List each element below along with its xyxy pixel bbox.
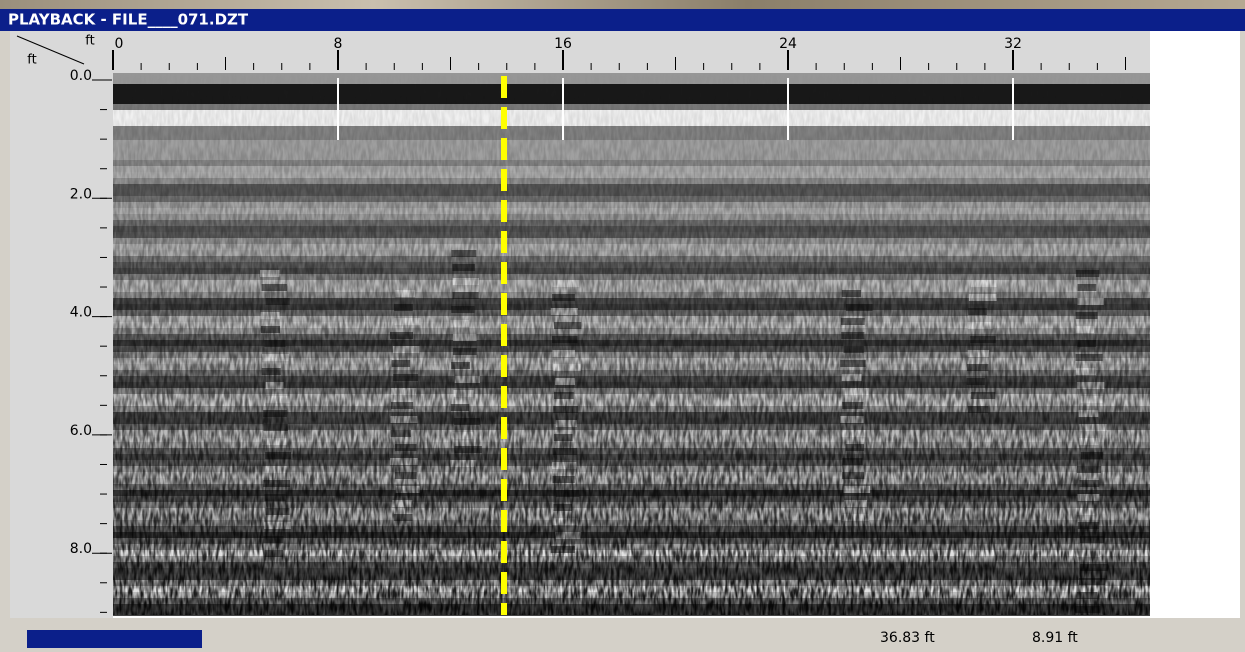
x-unit: ft	[85, 34, 94, 49]
right-margin	[1150, 31, 1240, 618]
status-distance: 36.83 ft	[880, 630, 935, 646]
y-tick-label: 8.0	[70, 541, 92, 557]
x-tick-label: 24	[779, 36, 797, 52]
progress-bar	[27, 630, 202, 648]
status-depth: 8.91 ft	[1032, 630, 1078, 646]
window-title: PLAYBACK - FILE____071.DZT	[8, 11, 249, 29]
x-ruler	[10, 31, 1150, 73]
y-unit: ft	[27, 53, 36, 68]
y-ruler	[10, 31, 113, 618]
desktop-strip	[0, 0, 1245, 9]
screen: PLAYBACK - FILE____071.DZT ft ft 36.83 f…	[0, 0, 1245, 648]
x-tick-label: 8	[334, 36, 343, 52]
x-tick-label: 32	[1004, 36, 1022, 52]
y-tick-label: 4.0	[70, 305, 92, 321]
frame-left	[0, 31, 10, 621]
y-tick-label: 2.0	[70, 186, 92, 202]
playback-window: PLAYBACK - FILE____071.DZT ft ft 36.83 f…	[0, 0, 1245, 648]
noise-texture	[113, 73, 1150, 615]
x-tick-label: 16	[554, 36, 572, 52]
y-tick-label: 6.0	[70, 423, 92, 439]
x-tick-label: 0	[115, 36, 124, 52]
y-tick-label: 0.0	[70, 68, 92, 84]
